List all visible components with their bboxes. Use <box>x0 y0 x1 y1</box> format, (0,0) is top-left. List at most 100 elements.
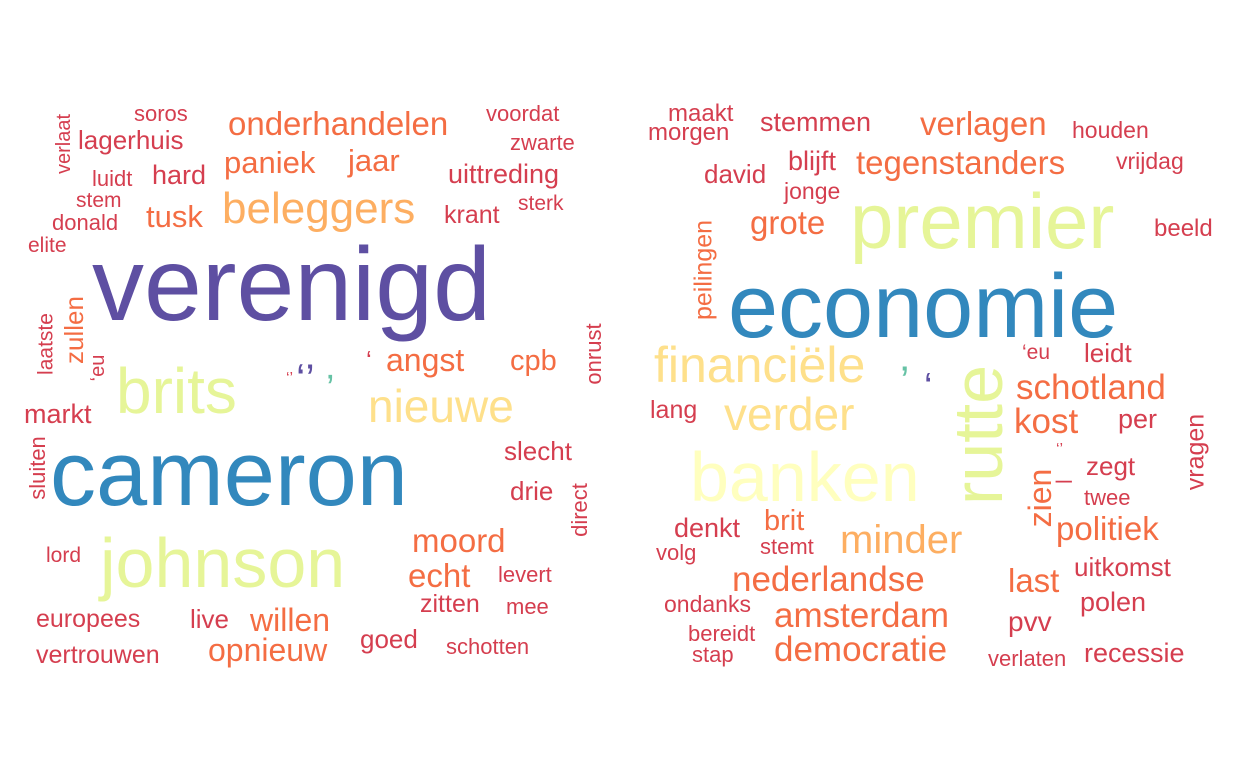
cloud-word: per <box>1118 404 1158 435</box>
cloud-word: rutte <box>939 364 1017 506</box>
cloud-word: zien <box>1022 468 1058 528</box>
cloud-word: verlagen <box>920 104 1047 142</box>
cloud-word: jonge <box>784 177 841 204</box>
cloud-word: vrijdag <box>1116 147 1184 174</box>
cloud-word: banken <box>690 438 920 516</box>
cloud-word: direct <box>567 483 592 537</box>
cloud-word: lagerhuis <box>78 125 184 156</box>
cloud-word: echt <box>408 556 471 594</box>
cloud-word: ’ <box>326 367 335 410</box>
cloud-word: stemmen <box>760 107 872 138</box>
cloud-word: stemt <box>760 534 814 560</box>
cloud-word: live <box>190 604 230 635</box>
cloud-word: zwarte <box>510 130 575 156</box>
cloud-word: donald <box>52 210 119 236</box>
cloud-word: markt <box>24 399 92 430</box>
cloud-word: ‘ <box>366 345 372 376</box>
cloud-word: mee <box>506 594 549 620</box>
cloud-word: twee <box>1084 485 1131 511</box>
cloud-word: blijft <box>788 146 837 177</box>
cloud-word: cpb <box>510 344 557 377</box>
cloud-word: last <box>1008 561 1060 599</box>
cloud-word: recessie <box>1084 638 1185 669</box>
cloud-word: politiek <box>1056 509 1159 547</box>
cloud-word: ‘’ <box>1056 441 1064 459</box>
cloud-word: verlaat <box>53 113 75 175</box>
cloud-word: zegt <box>1086 451 1136 482</box>
cloud-word: denkt <box>674 513 741 544</box>
cloud-word: morgen <box>648 118 730 146</box>
cloud-word: nieuwe <box>368 380 514 433</box>
cloud-word: _ <box>1056 451 1072 483</box>
cloud-word: slecht <box>504 436 572 467</box>
cloud-word: democratie <box>774 630 948 669</box>
cloud-word: ’ <box>900 357 910 405</box>
cloud-word: tusk <box>146 199 203 235</box>
cloud-word: schotten <box>446 634 530 660</box>
cloud-word: goed <box>360 624 418 655</box>
cloud-word: ‘’ <box>286 370 294 388</box>
cloud-word: sluiten <box>25 436 50 500</box>
cloud-word: soros <box>134 101 188 127</box>
cloud-word: europees <box>36 605 141 633</box>
word-cloud-right: economie premier rutte banken financiële verd… <box>624 0 1248 768</box>
cloud-word: polen <box>1080 587 1147 618</box>
cloud-word: jaar <box>348 143 400 179</box>
cloud-word: voordat <box>486 101 560 127</box>
cloud-word: verenigd <box>92 226 491 343</box>
cloud-word: ‘eu <box>1022 341 1051 365</box>
cloud-word: laatste <box>34 313 58 375</box>
cloud-word: bereidt <box>688 621 756 647</box>
cloud-word: cameron <box>50 423 408 526</box>
cloud-word: volg <box>656 540 697 566</box>
cloud-word: moord <box>412 521 506 559</box>
cloud-word: peilingen <box>689 219 718 321</box>
cloud-word: johnson <box>100 524 346 602</box>
cloud-word: verlaten <box>988 646 1067 672</box>
cloud-word: ‘eu <box>87 354 109 382</box>
cloud-word: brit <box>764 504 805 537</box>
cloud-word: paniek <box>224 145 316 181</box>
cloud-word: lord <box>46 544 82 568</box>
cloud-word: willen <box>250 602 331 639</box>
cloud-word: elite <box>28 234 67 258</box>
cloud-word: onderhandelen <box>228 104 449 142</box>
cloud-word: stem <box>76 189 122 213</box>
cloud-word: brits <box>116 354 237 427</box>
cloud-word: maakt <box>668 99 734 127</box>
cloud-word: minder <box>840 518 963 562</box>
cloud-word: levert <box>498 562 552 588</box>
cloud-word: hard <box>152 160 207 191</box>
cloud-word: luidt <box>92 166 133 192</box>
cloud-word: ‘ <box>924 365 933 408</box>
cloud-word: houden <box>1072 116 1149 143</box>
cloud-word: stap <box>692 642 734 668</box>
cloud-word: angst <box>386 342 465 379</box>
cloud-word: david <box>704 159 767 190</box>
cloud-word: lang <box>650 396 698 424</box>
cloud-word: uittreding <box>448 159 560 190</box>
cloud-word: vertrouwen <box>36 641 160 669</box>
cloud-word: ‘’ <box>296 355 315 403</box>
cloud-word: uitkomst <box>1074 552 1171 583</box>
cloud-word: verder <box>724 388 855 441</box>
cloud-word: onrust <box>581 323 606 385</box>
cloud-word: zitten <box>420 590 480 618</box>
cloud-word: grote <box>750 203 826 241</box>
cloud-word: kost <box>1014 402 1079 441</box>
cloud-word: amsterdam <box>774 596 950 635</box>
cloud-word: pvv <box>1008 605 1052 637</box>
cloud-word: sterk <box>518 192 564 216</box>
cloud-word: financiële <box>654 337 866 393</box>
cloud-word: nederlandse <box>732 560 925 599</box>
cloud-word: zullen <box>59 296 89 364</box>
cloud-word: tegenstanders <box>856 143 1066 181</box>
cloud-word: beeld <box>1154 214 1213 242</box>
cloud-word: krant <box>444 201 500 229</box>
cloud-word: premier <box>850 176 1115 265</box>
cloud-word: leidt <box>1084 338 1132 369</box>
cloud-word: ondanks <box>664 590 751 617</box>
word-cloud-left: verenigd cameron johnson brits beleggers nieu… <box>24 101 606 669</box>
cloud-word: economie <box>728 257 1119 357</box>
